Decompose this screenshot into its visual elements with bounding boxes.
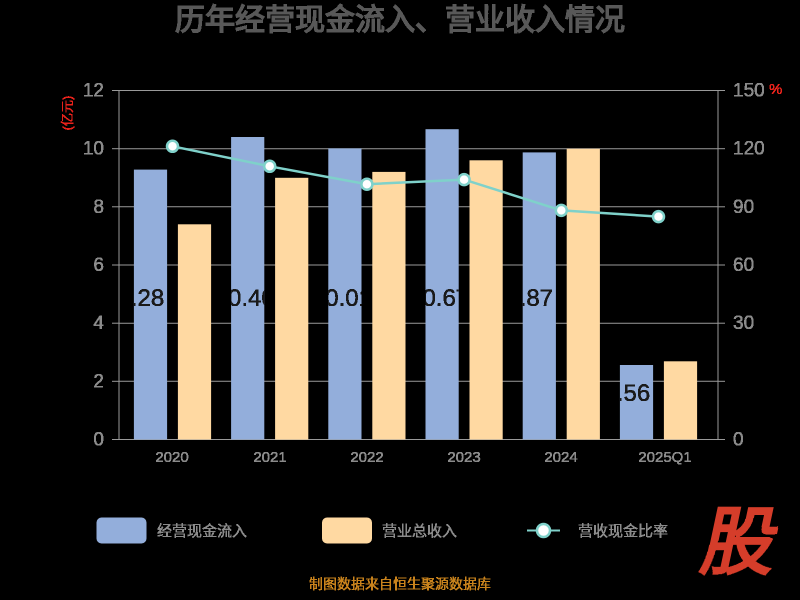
svg-text:(亿元): (亿元)	[60, 96, 75, 131]
svg-text:2024: 2024	[544, 449, 577, 466]
svg-text:60: 60	[733, 255, 754, 276]
svg-text:12: 12	[83, 81, 104, 102]
svg-text:8: 8	[93, 197, 104, 218]
svg-text:30: 30	[733, 313, 754, 334]
svg-text:2025Q1: 2025Q1	[638, 449, 691, 466]
svg-text:2: 2	[93, 371, 104, 392]
svg-text:6: 6	[93, 255, 104, 276]
svg-text:营收现金比率: 营收现金比率	[578, 523, 668, 540]
svg-text:4: 4	[93, 313, 104, 334]
svg-text:2022: 2022	[350, 449, 383, 466]
svg-text:%: %	[769, 81, 782, 98]
svg-text:制图数据来自恒生聚源数据库: 制图数据来自恒生聚源数据库	[309, 576, 491, 592]
svg-text:90: 90	[733, 197, 754, 218]
svg-text:2021: 2021	[253, 449, 286, 466]
svg-text:0: 0	[93, 430, 104, 451]
svg-text:10: 10	[83, 139, 104, 160]
svg-text:历年经营现金流入、营业收入情况: 历年经营现金流入、营业收入情况	[175, 3, 625, 37]
svg-text:营业总收入: 营业总收入	[382, 523, 457, 540]
svg-text:2023: 2023	[447, 449, 480, 466]
svg-text:0: 0	[733, 430, 744, 451]
svg-text:2020: 2020	[155, 449, 188, 466]
svg-text:150: 150	[733, 81, 765, 102]
svg-text:120: 120	[733, 139, 765, 160]
svg-text:经营现金流入: 经营现金流入	[157, 523, 247, 540]
